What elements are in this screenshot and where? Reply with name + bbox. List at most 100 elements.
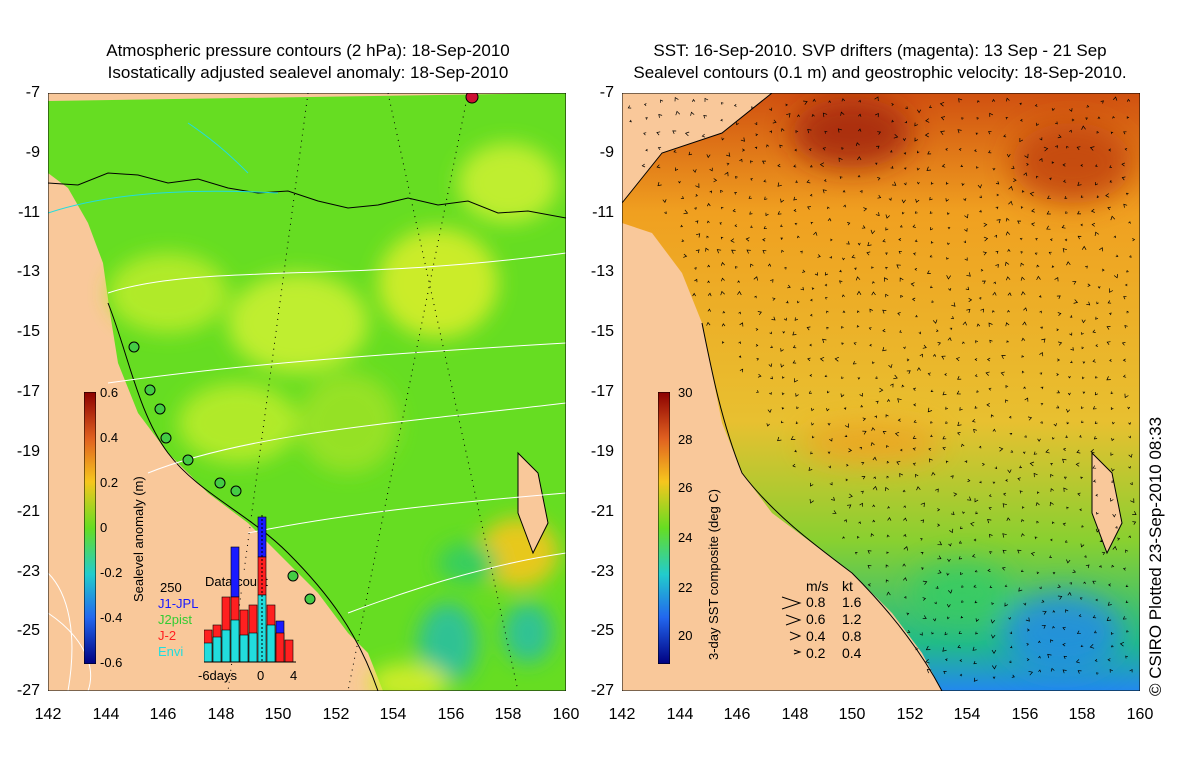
velocity-arrow: [1066, 506, 1069, 510]
velocity-arrow: [720, 118, 723, 122]
velocity-arrow: [721, 341, 725, 344]
velocity-arrow: [942, 391, 947, 396]
velocity-arrow: [683, 209, 689, 215]
velocity-arrow: [808, 148, 812, 151]
velocity-arrow: [794, 449, 797, 453]
velocity-arrow: [828, 100, 831, 103]
velocity-arrow: [1033, 472, 1038, 478]
velocity-arrow: [926, 270, 931, 274]
velocity-arrow: [709, 167, 713, 172]
velocity-arrow: [1099, 565, 1102, 568]
velocity-arrow: [1094, 421, 1098, 424]
velocity-arrow: [858, 521, 861, 524]
velocity-arrow: [1093, 436, 1098, 440]
velocity-arrow: [824, 374, 828, 378]
velocity-arrow: [823, 179, 827, 182]
velocity-arrow: [1026, 658, 1030, 662]
velocity-legend-ms-1: 0.6: [806, 611, 826, 627]
right-y-tick-n17: -17: [590, 383, 614, 400]
velocity-arrow: [959, 659, 963, 662]
velocity-arrow: [1089, 146, 1095, 151]
velocity-arrow: [973, 677, 978, 682]
velocity-arrow: [897, 418, 901, 422]
velocity-arrow: [721, 323, 726, 327]
left-x-tick-152: 152: [322, 706, 350, 723]
velocity-arrow: [766, 144, 770, 148]
velocity-arrow: [1023, 307, 1028, 312]
velocity-arrow: [1106, 326, 1111, 330]
velocity-arrow: [779, 224, 783, 227]
velocity-arrow: [1035, 122, 1040, 127]
velocity-arrow: [811, 407, 815, 412]
velocity-arrow: [974, 405, 978, 409]
velocity-arrow: [672, 130, 677, 135]
velocity-arrow: [855, 142, 860, 147]
velocity-arrow: [1094, 164, 1098, 167]
velocity-arrow: [842, 536, 845, 539]
right-y-tick-n23: -23: [590, 563, 614, 580]
velocity-arrow: [1076, 449, 1081, 454]
velocity-arrow: [937, 523, 941, 527]
velocity-arrow: [737, 290, 742, 296]
velocity-arrow: [974, 358, 978, 361]
velocity-arrow: [1113, 274, 1119, 279]
velocity-arrow: [859, 502, 864, 507]
velocity-arrow: [1021, 370, 1025, 374]
left-x-tick-160: 160: [552, 706, 580, 723]
velocity-arrow: [1129, 255, 1132, 258]
velocity-arrow: [1111, 564, 1115, 568]
velocity-arrow: [992, 167, 996, 171]
velocity-arrow: [867, 565, 872, 569]
velocity-arrow: [819, 162, 825, 167]
velocity-arrow: [1129, 482, 1133, 486]
data-count-x-label-0: -6days: [198, 668, 238, 683]
left-title-line1: Atmospheric pressure contours (2 hPa): 1…: [106, 41, 510, 60]
velocity-arrow: [926, 166, 932, 171]
velocity-arrow: [890, 383, 894, 388]
velocity-arrow: [949, 327, 953, 331]
velocity-arrow: [996, 219, 1001, 224]
velocity-arrow: [1092, 329, 1096, 333]
velocity-arrow: [739, 322, 744, 327]
velocity-arrow: [1013, 178, 1017, 183]
velocity-arrow: [1008, 415, 1012, 419]
velocity-arrow: [1095, 344, 1099, 347]
velocity-arrow: [719, 222, 723, 225]
velocity-arrow: [906, 370, 911, 374]
velocity-arrow: [1099, 539, 1103, 542]
velocity-arrow: [1083, 581, 1086, 585]
velocity-arrow: [1079, 435, 1082, 438]
velocity-arrow: [1106, 616, 1112, 622]
velocity-arrow: [1049, 555, 1052, 558]
velocity-arrow: [932, 319, 938, 324]
velocity-arrow: [694, 278, 698, 283]
velocity-arrow: [1019, 490, 1023, 494]
velocity-arrow: [863, 207, 868, 212]
velocity-arrow: [781, 392, 785, 396]
velocity-arrow: [1007, 248, 1011, 252]
velocity-arrow: [1081, 376, 1085, 380]
velocity-arrow: [722, 310, 726, 314]
velocity-arrow: [951, 302, 956, 307]
velocity-arrow: [957, 644, 961, 649]
right-x-tick-150: 150: [838, 706, 866, 723]
velocity-arrow: [896, 461, 901, 466]
velocity-arrow: [1092, 580, 1097, 585]
velocity-arrow: [731, 249, 736, 254]
velocity-arrow: [859, 392, 863, 397]
velocity-arrow: [809, 499, 814, 504]
velocity-arrow: [988, 150, 992, 154]
velocity-arrow: [1056, 405, 1060, 409]
velocity-arrow: [1068, 108, 1073, 112]
velocity-arrow: [899, 473, 904, 478]
velocity-arrow: [873, 476, 876, 480]
velocity-arrow: [991, 602, 995, 606]
velocity-arrow: [1111, 468, 1115, 472]
velocity-arrow: [868, 327, 872, 331]
velocity-arrow: [1110, 131, 1114, 135]
velocity-arrow: [1027, 416, 1033, 421]
velocity-arrow: [928, 458, 933, 463]
velocity-arrow: [1062, 626, 1066, 631]
velocity-arrow: [948, 287, 952, 292]
velocity-arrow: [841, 147, 844, 150]
